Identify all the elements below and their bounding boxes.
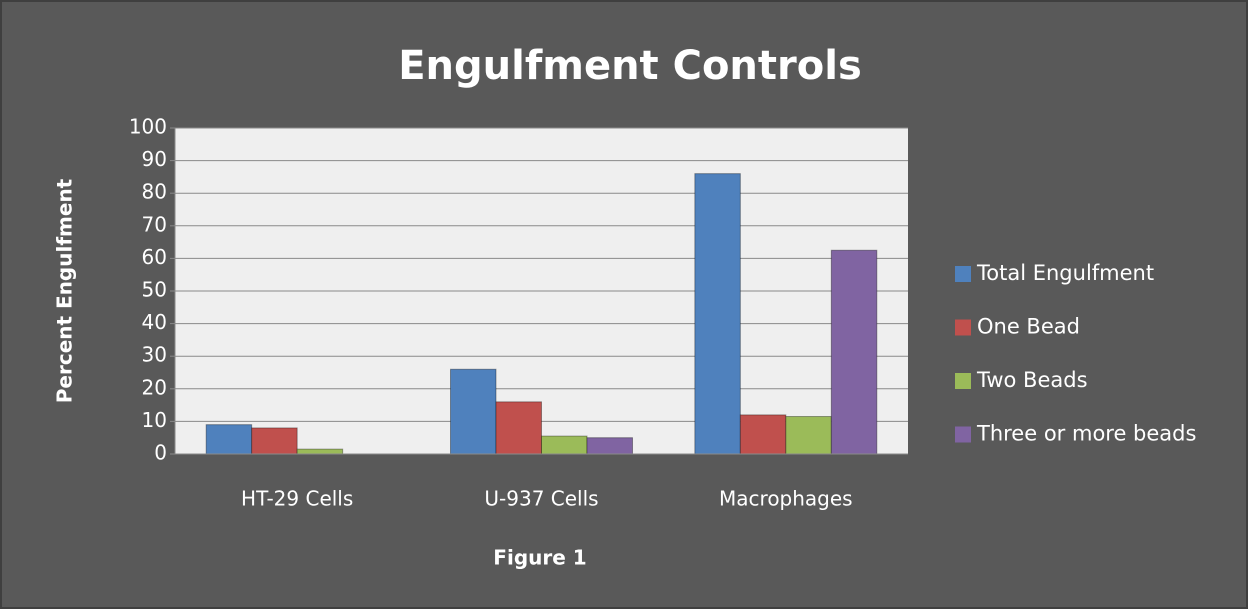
- y-tick-label: 100: [129, 115, 167, 139]
- y-tick-label: 50: [142, 278, 167, 302]
- bar: [694, 173, 741, 455]
- bar: [251, 427, 298, 455]
- y-tick-label: 60: [142, 245, 167, 269]
- y-tick-label: 90: [142, 147, 167, 171]
- bar: [296, 448, 344, 455]
- bar: [205, 424, 253, 455]
- legend-label: Total Engulfment: [976, 261, 1154, 285]
- bar: [785, 416, 832, 455]
- bar: [541, 435, 588, 455]
- legend-label: Two Beads: [976, 368, 1088, 392]
- bar: [495, 401, 542, 455]
- y-tick-label: 10: [142, 408, 167, 432]
- y-tick-label: 20: [142, 375, 167, 399]
- legend-swatch: [955, 426, 971, 443]
- bar: [739, 414, 787, 455]
- y-tick-label: 0: [154, 441, 167, 465]
- x-tick-label: HT-29 Cells: [241, 487, 353, 511]
- legend-swatch: [955, 319, 971, 336]
- legend-swatch: [955, 373, 971, 389]
- y-tick-label: 30: [142, 343, 167, 367]
- chart-title: Engulfment Controls: [398, 43, 862, 89]
- y-tick-label: 80: [142, 180, 167, 204]
- x-axis-label: Figure 1: [493, 546, 586, 570]
- y-tick-label: 70: [142, 212, 167, 236]
- x-tick-label: U-937 Cells: [484, 487, 598, 511]
- legend-label: One Bead: [977, 315, 1080, 339]
- legend-label: Three or more beads: [976, 422, 1196, 446]
- y-tick-label: 40: [142, 310, 167, 334]
- bar: [830, 249, 878, 455]
- bar: [450, 368, 497, 455]
- bar: [586, 437, 633, 455]
- x-tick-label: Macrophages: [719, 487, 853, 511]
- legend-swatch: [955, 266, 971, 282]
- y-axis-label: Percent Engulfment: [53, 178, 77, 403]
